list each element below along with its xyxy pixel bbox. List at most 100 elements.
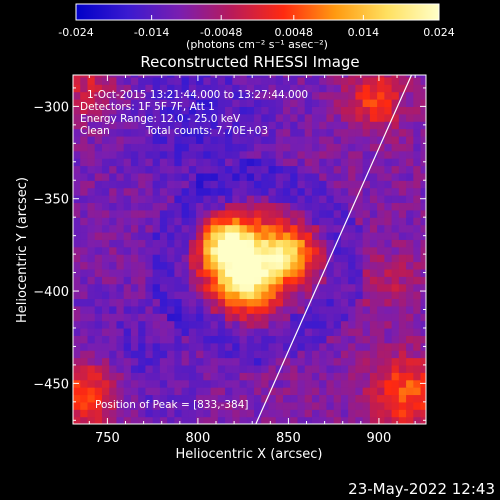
heatmap-pixel — [87, 394, 96, 403]
heatmap-pixel — [297, 76, 306, 85]
heatmap-pixel — [377, 320, 385, 329]
heatmap-pixel — [196, 128, 204, 137]
heatmap-pixel — [391, 254, 400, 263]
heatmap-pixel — [362, 401, 371, 410]
heatmap-pixel — [290, 158, 299, 167]
heatmap-pixel — [138, 91, 147, 100]
heatmap-pixel — [290, 291, 299, 300]
heatmap-pixel — [254, 261, 262, 270]
heatmap-pixel — [87, 128, 96, 137]
heatmap-pixel — [138, 379, 147, 388]
heatmap-pixel — [196, 217, 204, 226]
heatmap-pixel — [275, 75, 284, 78]
heatmap-pixel — [167, 195, 175, 204]
heatmap-pixel — [73, 350, 81, 359]
heatmap-pixel — [123, 239, 132, 248]
heatmap-pixel — [138, 121, 147, 130]
heatmap-pixel — [73, 158, 81, 167]
heatmap-pixel — [384, 217, 393, 226]
heatmap-pixel — [239, 305, 248, 314]
heatmap-pixel — [304, 113, 313, 122]
y-axis-ticks: −300−350−400−450 — [33, 87, 426, 421]
y-tick-label: −350 — [33, 193, 69, 208]
heatmap-pixel — [384, 135, 393, 144]
heatmap-pixel — [94, 239, 103, 248]
heatmap-pixel — [275, 209, 284, 218]
heatmap-pixel — [326, 357, 335, 366]
heatmap-pixel — [116, 150, 125, 159]
heatmap-pixel — [196, 305, 204, 314]
heatmap-pixel — [420, 283, 426, 292]
heatmap-pixel — [101, 409, 110, 418]
heatmap-pixel — [94, 91, 103, 100]
heatmap-pixel — [311, 327, 320, 336]
heatmap-pixel — [159, 113, 168, 122]
heatmap-pixel — [413, 394, 422, 403]
heatmap-pixel — [167, 113, 175, 122]
heatmap-pixel — [217, 239, 226, 248]
heatmap-pixel — [369, 416, 378, 424]
heatmap-pixel — [369, 254, 378, 263]
heatmap-pixel — [297, 99, 306, 107]
heatmap-pixel — [304, 254, 313, 263]
heatmap-pixel — [174, 195, 183, 204]
heatmap-pixel — [333, 320, 342, 329]
heatmap-pixel — [369, 84, 378, 93]
heatmap-pixel — [413, 84, 422, 93]
heatmap-pixel — [73, 99, 81, 107]
heatmap-pixel — [333, 387, 342, 396]
heatmap-pixel — [123, 76, 132, 85]
heatmap-pixel — [130, 364, 139, 373]
heatmap-pixel — [420, 128, 426, 137]
heatmap-pixel — [225, 158, 233, 167]
heatmap-pixel — [94, 327, 103, 336]
heatmap-pixel — [152, 357, 161, 366]
heatmap-pixel — [275, 394, 284, 403]
heatmap-pixel — [420, 187, 426, 196]
heatmap-pixel — [355, 99, 364, 107]
heatmap-pixel — [340, 327, 349, 336]
heatmap-pixel — [203, 291, 212, 300]
heatmap-pixel — [261, 342, 270, 351]
heatmap-pixel — [261, 150, 270, 159]
heatmap-pixel — [333, 379, 342, 388]
heatmap-pixel — [130, 224, 139, 233]
heatmap-pixel — [145, 172, 154, 181]
heatmap-pixel — [246, 246, 255, 255]
heatmap-pixel — [384, 106, 393, 115]
heatmap-pixel — [73, 202, 81, 211]
heatmap-pixel — [340, 342, 349, 351]
heatmap-pixel — [196, 180, 204, 189]
heatmap-pixel — [246, 261, 255, 270]
heatmap-pixel — [377, 409, 385, 418]
heatmap-pixel — [196, 261, 204, 270]
heatmap-pixel — [384, 409, 393, 418]
heatmap-pixel — [181, 298, 190, 307]
heatmap-pixel — [188, 113, 197, 122]
heatmap-pixel — [203, 158, 212, 167]
heatmap-pixel — [109, 99, 118, 107]
heatmap-pixel — [348, 350, 356, 359]
heatmap-pixel — [196, 246, 204, 255]
heatmap-pixel — [80, 158, 89, 167]
heatmap-pixel — [297, 387, 306, 396]
heatmap-pixel — [87, 401, 96, 410]
heatmap-pixel — [94, 342, 103, 351]
heatmap-pixel — [391, 84, 400, 93]
heatmap-pixel — [188, 209, 197, 218]
heatmap-pixel — [377, 84, 385, 93]
heatmap-pixel — [420, 298, 426, 307]
heatmap-pixel — [73, 135, 81, 144]
heatmap-pixel — [326, 394, 335, 403]
heatmap-pixel — [261, 335, 270, 344]
heatmap-pixel — [210, 239, 219, 248]
heatmap-pixel — [254, 99, 262, 107]
heatmap-pixel — [348, 106, 356, 115]
heatmap-pixel — [123, 387, 132, 396]
heatmap-pixel — [210, 394, 219, 403]
heatmap-pixel — [246, 172, 255, 181]
heatmap-pixel — [94, 409, 103, 418]
heatmap-pixel — [130, 239, 139, 248]
heatmap-pixel — [232, 172, 241, 181]
heatmap-pixel — [87, 350, 96, 359]
